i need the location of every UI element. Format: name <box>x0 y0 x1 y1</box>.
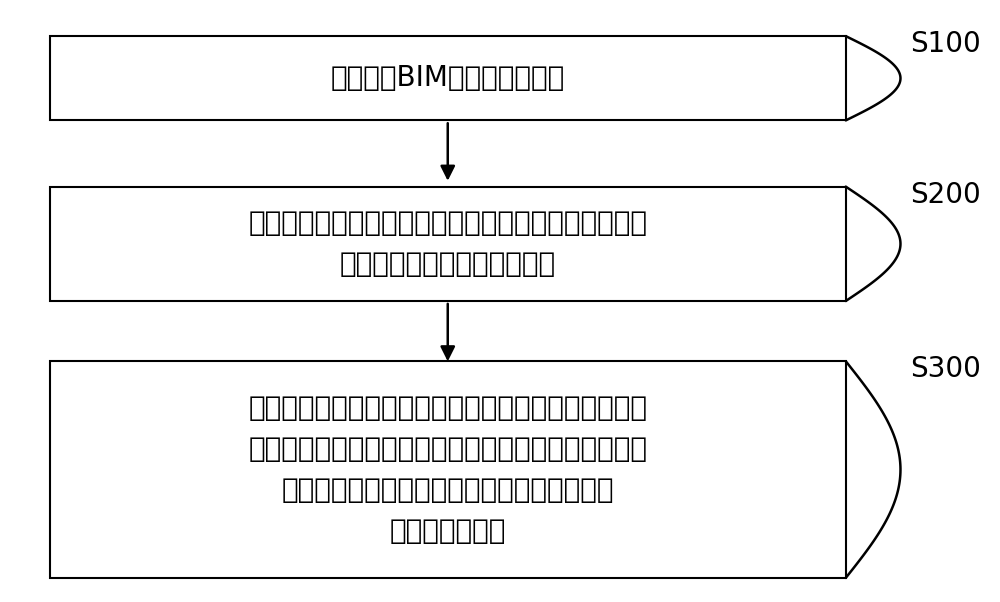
Text: S100: S100 <box>910 30 981 58</box>
FancyBboxPatch shape <box>50 36 846 120</box>
Text: S200: S200 <box>910 181 981 209</box>
FancyBboxPatch shape <box>50 187 846 301</box>
Text: 获取位于所述调整范围内的全部构件和构件参数，所述
构件参数和所述构件一一对应: 获取位于所述调整范围内的全部构件和构件参数，所述 构件参数和所述构件一一对应 <box>248 209 647 278</box>
Text: 基于所述构件和所述构件参数对所述全部构件的相互关
系进行检查和调整；所述相互关系包括延伸关系、连接
关系、扣减关系、重复关系以及相切关系中的
任意一种或多种: 基于所述构件和所述构件参数对所述全部构件的相互关 系进行检查和调整；所述相互关系… <box>248 394 647 545</box>
Text: 确定基础BIM模型的调整范围: 确定基础BIM模型的调整范围 <box>331 64 565 92</box>
Text: S300: S300 <box>910 355 981 383</box>
FancyBboxPatch shape <box>50 361 846 578</box>
